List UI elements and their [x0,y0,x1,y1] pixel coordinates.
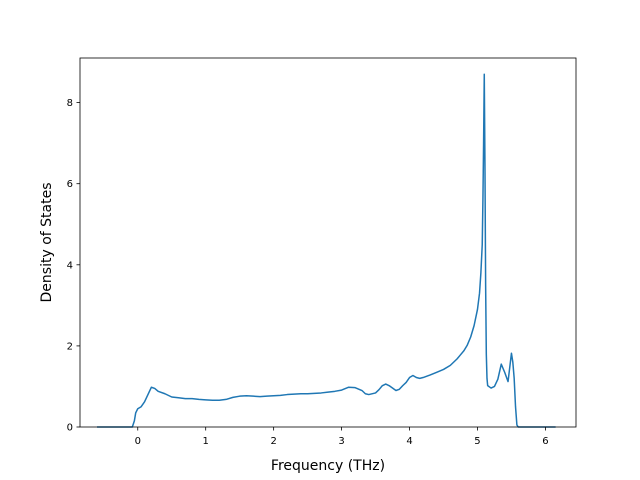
dos-line [96,73,556,428]
plot-frame [79,57,577,428]
y-tick-label: 6 [67,179,73,190]
y-tick-label: 8 [67,98,73,109]
x-tick-label: 6 [542,436,548,447]
y-tick-label: 4 [67,260,73,271]
y-axis: 0 2 4 6 8 [67,98,80,434]
x-tick-label: 4 [406,436,412,447]
x-tick-label: 2 [270,436,276,447]
y-tick-label: 0 [67,423,73,434]
x-tick-label: 0 [135,436,141,447]
x-tick-label: 5 [474,436,480,447]
x-tick-label: 1 [203,436,209,447]
y-tick-label: 2 [67,341,73,352]
x-axis: 0 1 2 3 4 5 6 [135,427,549,447]
plot-area [96,73,556,428]
x-tick-label: 3 [338,436,344,447]
y-axis-label: Density of States [39,183,55,303]
x-axis-label: Frequency (THz) [271,458,385,474]
